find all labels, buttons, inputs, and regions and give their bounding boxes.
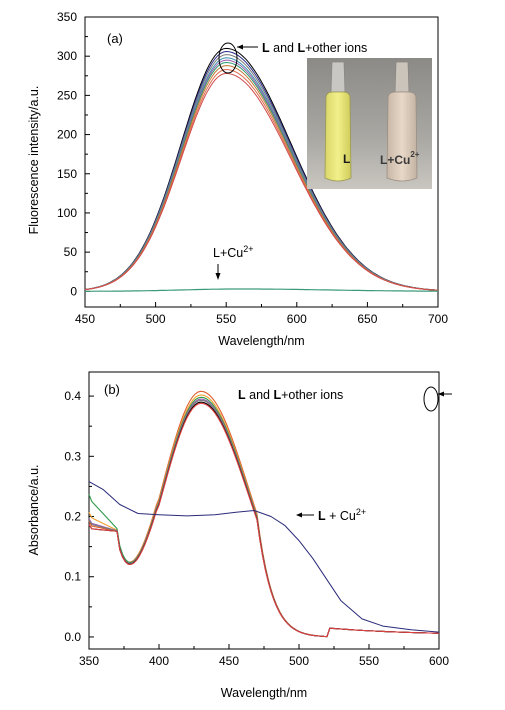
chart-b-series-line (88, 398, 439, 638)
chart-b-series-line (88, 399, 439, 638)
chart-b-group-ellipse (423, 386, 439, 412)
chart-b-y-axis-label: Absorbance/a.u. (27, 464, 41, 555)
chart-b-group-arrowhead (438, 391, 444, 397)
chart-b-y-tick-label: 0.2 (64, 510, 81, 524)
inset-vial-left-neck (330, 61, 346, 93)
chart-b-cu-series-line (88, 481, 440, 633)
chart-a-y-tick-label: 350 (57, 10, 77, 24)
chart-b-x-tick-label: 550 (359, 654, 379, 668)
chart-a-series-line (84, 72, 439, 291)
chart-b-y-tick-label: 0.4 (64, 389, 81, 403)
chart-b-x-tick-label: 350 (79, 654, 99, 668)
chart-a-group-ellipse (218, 42, 238, 74)
inset-vial-right-body (386, 91, 418, 182)
chart-a-cu-annotation: L+Cu2+ (213, 244, 254, 260)
chart-a-cu-series-line (85, 288, 438, 292)
chart-a-group-annotation: L and L+other ions (262, 41, 367, 55)
chart-b-series-line (88, 401, 439, 638)
chart-a-group-annotation-mid: and (270, 41, 298, 55)
chart-a-cu-annotation-sup: 2+ (243, 244, 253, 254)
chart-b-series-line (88, 394, 439, 638)
chart-a-group-annotation-rest: +other ions (305, 41, 367, 55)
chart-a-curves (84, 47, 439, 292)
chart-a: 450 500 550 600 650 700050100150200250300350 … (27, 10, 448, 348)
chart-b-panel-label: (b) (104, 382, 120, 397)
chart-a-x-axis-label: Wavelength/nm (218, 334, 304, 348)
chart-a-y-tick-label: 200 (57, 128, 77, 142)
chart-a-x-tick-label: 600 (287, 312, 307, 326)
chart-a-x-tick-label: 650 (357, 312, 377, 326)
chart-b-x-tick-label: 500 (289, 654, 309, 668)
chart-b-series-line (88, 396, 439, 638)
chart-b-x-axis-label: Wavelength/nm (221, 686, 307, 700)
chart-b-series-line (88, 402, 439, 638)
chart-b-group-annotation-rest: +other ions (281, 388, 343, 402)
inset-label-left: L (343, 152, 350, 166)
chart-b-plot-frame (88, 371, 440, 650)
chart-b-ticks: 350 400 450 500 550 600 0.0 0.1 0.2 0.3 0.4 (64, 389, 449, 668)
chart-a-group-arrowhead (237, 44, 243, 50)
chart-a-y-tick-label: 0 (70, 284, 77, 298)
chart-a-x-tick-label: 500 (146, 312, 166, 326)
chart-b-group-annotation: L and L+other ions (238, 388, 343, 402)
chart-b-group-annotation-mid: and (246, 388, 274, 402)
chart-b-group-annotation-bold: L (238, 388, 246, 402)
chart-a-y-tick-label: 250 (57, 88, 77, 102)
chart-b-cu-annotation-bold: L (318, 509, 326, 523)
chart-b: 350 400 450 500 550 600 0.0 0.1 0.2 0.3 0.4 (b) Wa… (27, 371, 452, 700)
chart-b-x-tick-label: 400 (149, 654, 169, 668)
chart-a-ticks: 450 500 550 600 650 700 0 50 100 150 200 250 300 350 (57, 10, 448, 326)
chart-a-panel-label: (a) (107, 31, 123, 46)
inset-vial-right-neck (394, 61, 410, 93)
chart-a-cu-arrowhead (215, 273, 221, 280)
chart-a-x-tick-label: 700 (428, 312, 448, 326)
inset-label-right-text: L+Cu (380, 153, 410, 167)
chart-b-cu-annotation-sup: 2+ (356, 507, 366, 517)
chart-b-x-tick-label: 600 (429, 654, 449, 668)
chart-a-group-annotation-bold: L (262, 41, 270, 55)
chart-b-cu-arrowhead (296, 512, 302, 518)
chart-a-y-tick-label: 150 (57, 167, 77, 181)
chart-a-cu-annotation-text: L+Cu (213, 246, 243, 260)
chart-a-y-axis-label: Fluorescence intensity/a.u. (27, 86, 41, 235)
chart-a-x-tick-label: 450 (75, 312, 95, 326)
chart-a-y-tick-label: 100 (57, 206, 77, 220)
inset-vial-left-body (324, 91, 352, 182)
chart-a-y-tick-label: 50 (64, 245, 78, 259)
chart-b-curves (88, 390, 440, 638)
chart-a-inset-photo: L L+Cu2+ (307, 58, 432, 189)
chart-b-cu-annotation: L + Cu2+ (318, 507, 366, 523)
chart-b-group-annotation-bold2: L (273, 388, 281, 402)
chart-b-x-tick-label: 450 (219, 654, 239, 668)
chart-b-cu-annotation-text: + Cu (326, 509, 356, 523)
chart-b-y-tick-label: 0.3 (64, 449, 81, 463)
inset-label-right: L+Cu2+ (380, 150, 420, 167)
chart-b-y-tick-label: 0.0 (64, 630, 81, 644)
chart-a-x-tick-label: 550 (216, 312, 236, 326)
chart-a-y-tick-label: 300 (57, 49, 77, 63)
chart-a-group-annotation-bold2: L (297, 41, 305, 55)
inset-label-right-sup: 2+ (410, 150, 419, 159)
chart-b-y-tick-label: 0.1 (64, 570, 81, 584)
